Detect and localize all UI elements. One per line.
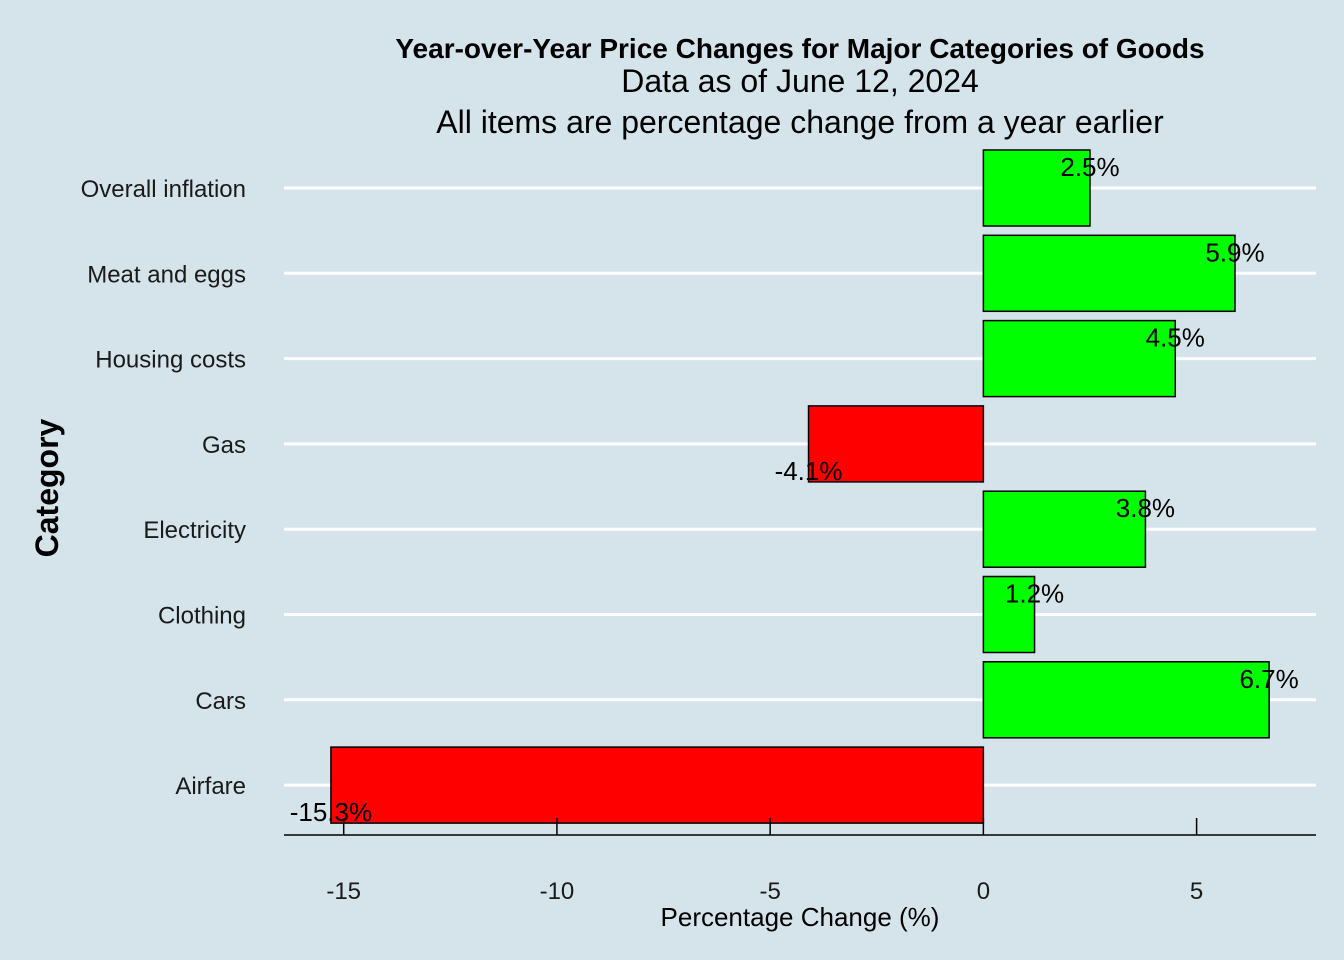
x-tick-label: -15 <box>326 878 361 905</box>
bar <box>982 661 1270 739</box>
data-label: -15.3% <box>290 797 372 827</box>
category-label: Clothing <box>158 603 246 630</box>
bar <box>982 149 1091 227</box>
chart-title: Year-over-Year Price Changes for Major C… <box>395 33 1204 64</box>
y-axis-title: Category <box>29 418 65 557</box>
data-label: 1.2% <box>1005 579 1064 609</box>
category-labels: Overall inflation Meat and eggs Housing co… <box>81 176 246 800</box>
data-label: 6.7% <box>1239 664 1298 694</box>
bar <box>982 234 1236 313</box>
category-label: Housing costs <box>95 347 246 374</box>
bar <box>982 575 1036 654</box>
data-label: 5.9% <box>1205 237 1264 267</box>
category-label: Gas <box>202 432 246 459</box>
x-tick-label: 0 <box>977 878 990 905</box>
bars <box>330 149 1270 824</box>
data-labels: 2.5% 5.9% 4.5% -4.1% 3.8% 1.2% 6.7% -15.3% <box>290 152 1299 827</box>
bar <box>330 746 985 824</box>
bar <box>982 319 1177 398</box>
category-label: Overall inflation <box>81 176 246 203</box>
x-tick-label: -5 <box>759 878 780 905</box>
category-label: Cars <box>195 688 246 715</box>
x-axis-ticks: -15 -10 -5 0 5 <box>326 818 1203 905</box>
chart-subtitle-line-1: Data as of June 12, 2024 <box>621 63 979 99</box>
category-label: Electricity <box>143 517 246 544</box>
data-label: 4.5% <box>1146 323 1205 353</box>
chart-subtitle-line-2: All items are percentage change from a y… <box>436 104 1164 140</box>
x-tick-label: 5 <box>1190 878 1203 905</box>
data-label: -4.1% <box>775 456 843 486</box>
data-label: 2.5% <box>1060 152 1119 182</box>
x-axis-title: Percentage Change (%) <box>661 902 940 932</box>
category-label: Airfare <box>175 773 246 800</box>
bar <box>982 490 1147 568</box>
bar <box>807 405 985 483</box>
gridlines <box>284 186 1316 787</box>
data-label: 3.8% <box>1116 493 1175 523</box>
category-label: Meat and eggs <box>87 261 246 288</box>
x-tick-label: -10 <box>540 878 575 905</box>
